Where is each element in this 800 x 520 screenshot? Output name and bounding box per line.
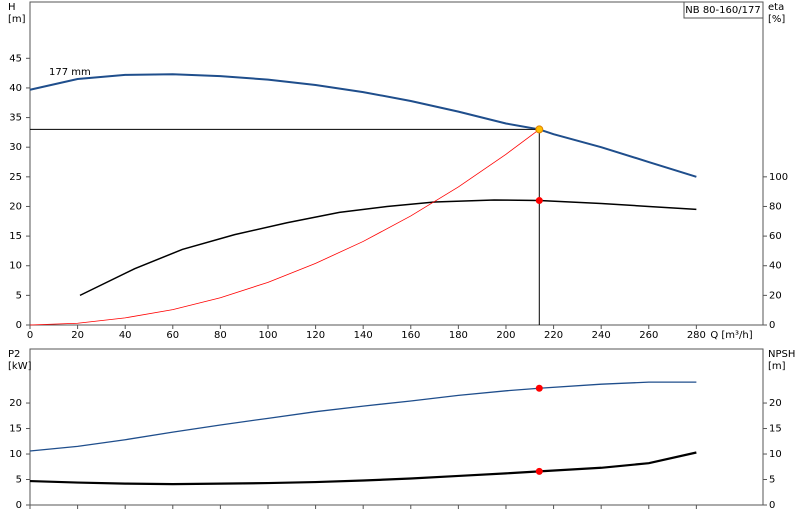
x-tick-label: 140: [354, 330, 373, 341]
x-tick-label: 120: [306, 330, 325, 341]
y-tick-label: 25: [9, 172, 22, 183]
y-axis-unit: [kW]: [8, 361, 32, 372]
curve: [29, 73, 697, 178]
y2-tick-label: 20: [769, 398, 782, 409]
y-tick-label: 35: [9, 113, 22, 124]
y-axis-unit: [m]: [8, 14, 26, 25]
y2-tick-label: 100: [769, 172, 788, 183]
curve: [29, 451, 697, 486]
y2-tick-label: 20: [769, 290, 782, 301]
y-tick-label: 15: [9, 424, 22, 435]
y2-tick-label: 80: [769, 201, 782, 212]
plot-frame: [29, 1, 764, 326]
y2-tick-label: 5: [769, 475, 775, 486]
x-tick-label: 160: [401, 330, 420, 341]
y2-tick-label: 60: [769, 231, 782, 242]
y2-axis-unit: [m]: [768, 361, 786, 372]
curve: [29, 129, 540, 326]
y-tick-label: 0: [16, 500, 22, 511]
x-tick-label: 260: [639, 330, 658, 341]
x-tick-label: 200: [496, 330, 515, 341]
x-tick-label: 60: [166, 330, 179, 341]
curve-annotation: 177 mm: [49, 67, 91, 78]
y-tick-label: 40: [9, 83, 22, 94]
y2-axis-unit: [%]: [768, 14, 785, 25]
y-tick-label: 5: [16, 290, 22, 301]
curve: [29, 381, 697, 452]
x-tick-label: 280: [687, 330, 706, 341]
duty-point: [535, 384, 543, 392]
x-tick-label: 40: [119, 330, 132, 341]
x-tick-label: 240: [592, 330, 611, 341]
y-tick-label: 30: [9, 142, 22, 153]
y2-axis-label: eta: [768, 2, 784, 13]
y-tick-label: 5: [16, 475, 22, 486]
x-tick-label: 80: [214, 330, 227, 341]
x-tick-label: 0: [27, 330, 33, 341]
curve: [79, 199, 697, 297]
duty-point: [535, 125, 544, 134]
y-tick-label: 20: [9, 201, 22, 212]
y2-tick-label: 40: [769, 261, 782, 272]
y-tick-label: 15: [9, 231, 22, 242]
x-tick-label: 180: [449, 330, 468, 341]
y-tick-label: 10: [9, 261, 22, 272]
title-box: [683, 1, 764, 19]
plot-frame: [29, 348, 764, 506]
duty-point: [535, 197, 543, 205]
chart-title: NB 80-160/177: [685, 5, 760, 16]
x-tick-label: 220: [544, 330, 563, 341]
y-tick-label: 20: [9, 398, 22, 409]
y2-tick-label: 10: [769, 449, 782, 460]
y-axis-label: P2: [8, 349, 20, 360]
y2-axis-label: NPSH: [768, 349, 795, 360]
x-tick-label: 100: [258, 330, 277, 341]
y2-tick-label: 0: [769, 500, 775, 511]
y2-tick-label: 0: [769, 320, 775, 331]
x-axis-label: Q [m³/h]: [710, 330, 752, 341]
y-tick-label: 45: [9, 53, 22, 64]
y-tick-label: 0: [16, 320, 22, 331]
y-tick-label: 10: [9, 449, 22, 460]
x-tick-label: 20: [71, 330, 84, 341]
y-axis-label: H: [8, 2, 16, 13]
duty-point: [535, 467, 543, 475]
y2-tick-label: 15: [769, 424, 782, 435]
